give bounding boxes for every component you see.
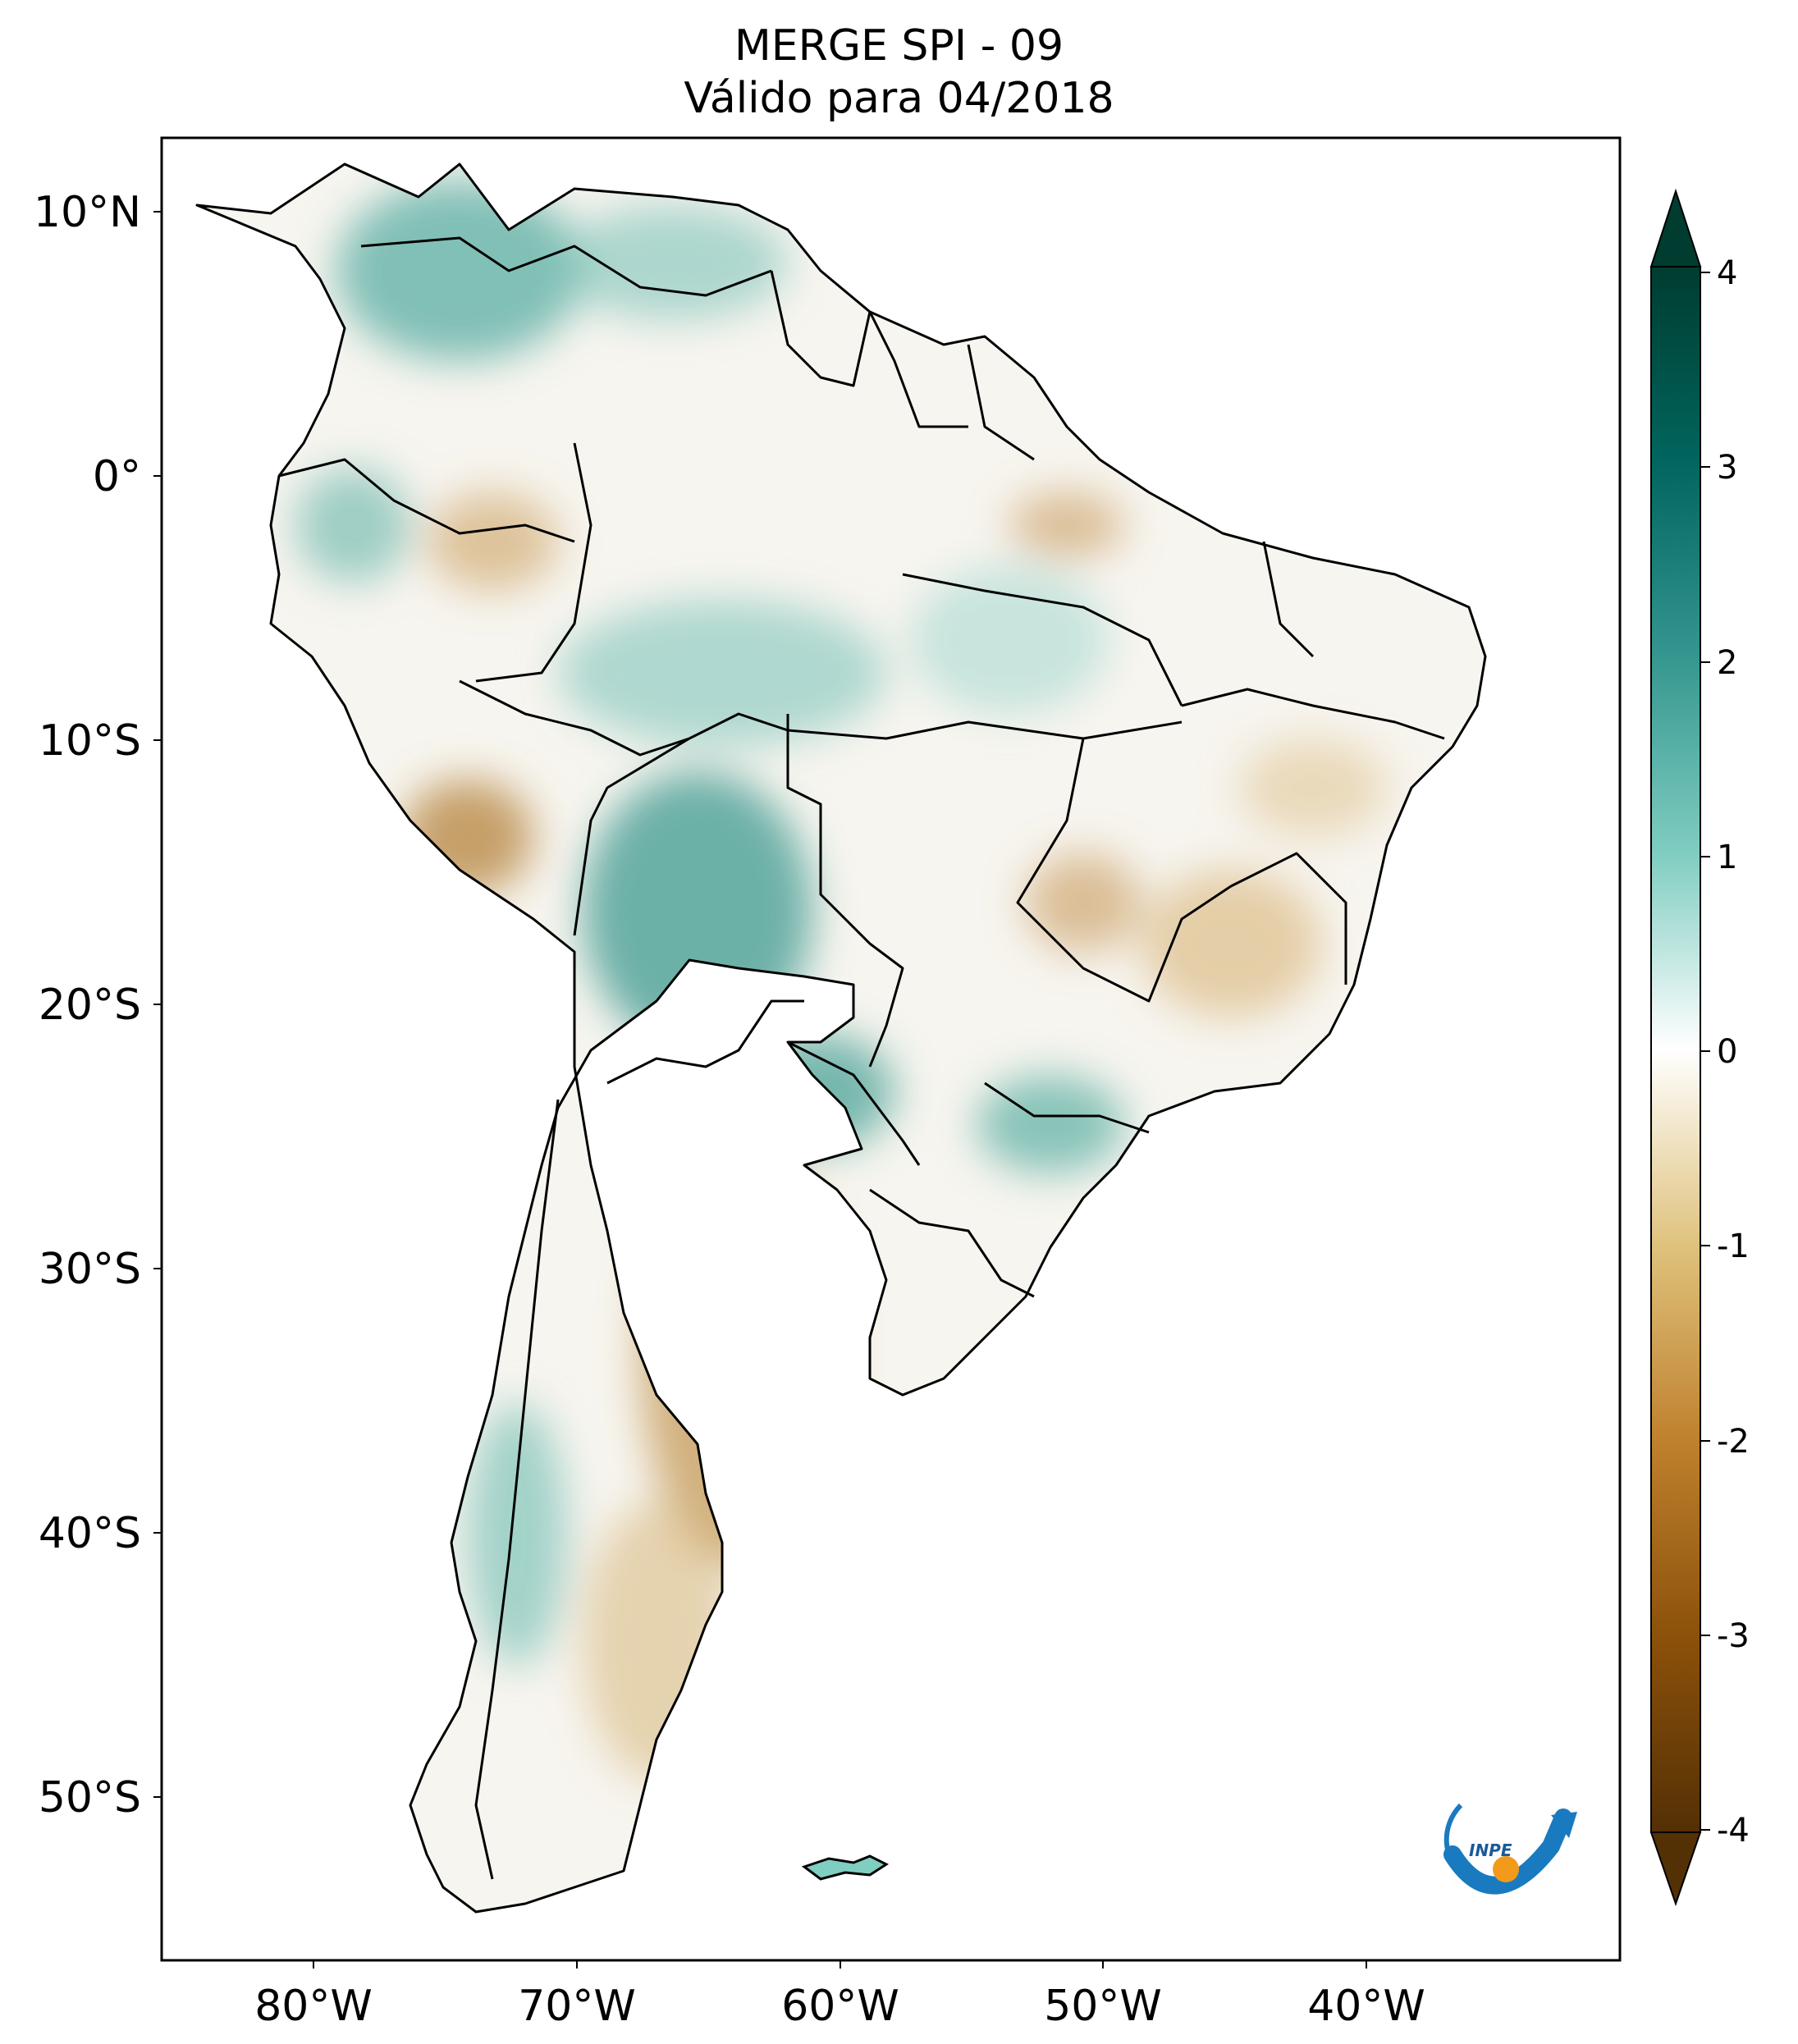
colorbar-label-neg1: -1 xyxy=(1717,1228,1750,1265)
colorbar-label-2: 2 xyxy=(1717,644,1737,682)
colorbar-label-3: 3 xyxy=(1717,449,1737,487)
latitude-axis: 10°N 0° 10°S 20°S 30°S 40°S 50°S xyxy=(34,188,162,1822)
border-colombia-venezuela xyxy=(360,236,772,297)
lat-label-50s: 50°S xyxy=(39,1773,141,1822)
colorbar-label-4: 4 xyxy=(1717,254,1737,292)
brazil-state-borders-minas xyxy=(1230,852,1347,985)
border-colombia-brazil xyxy=(475,442,592,683)
lat-label-40s: 40°S xyxy=(39,1509,141,1558)
dry-anomaly-bahia xyxy=(1239,738,1387,837)
colorbar: 4 3 2 1 0 -1 -2 -3 -4 xyxy=(1649,188,1750,1907)
lon-label-40w: 40°W xyxy=(1307,1982,1425,2031)
plot-area: 10°N 0° 10°S 20°S 30°S 40°S 50°S 80°W 70… xyxy=(34,136,1622,2031)
colorbar-label-neg4: -4 xyxy=(1717,1812,1750,1850)
logo-sun-dot xyxy=(1493,1856,1519,1882)
plot-frame xyxy=(160,136,1622,1962)
dry-anomaly-goias xyxy=(1026,853,1141,952)
border-suriname-guiana xyxy=(967,344,1035,461)
logo-swoosh xyxy=(1443,1809,1572,1895)
border-colombia-ecuador xyxy=(278,458,575,543)
lat-label-10n: 10°N xyxy=(34,188,141,237)
brazil-state-borders-cerrado xyxy=(1016,738,1232,1003)
dry-anomaly-amapa xyxy=(1009,492,1124,558)
border-bolivia-brazil xyxy=(786,714,904,1068)
south-america-coastline xyxy=(195,162,1487,1914)
logo-text: INPE xyxy=(1469,1841,1512,1860)
falkland-islands-outline xyxy=(801,1854,890,1881)
logo-arrow-head xyxy=(1551,1812,1577,1838)
political-boundaries xyxy=(278,236,1445,1880)
dry-anomaly-north-peru xyxy=(427,492,558,591)
colorbar-label-neg2: -2 xyxy=(1717,1423,1750,1461)
longitude-axis: 80°W 70°W 60°W 50°W 40°W xyxy=(254,1960,1425,2031)
colorbar-label-neg3: -3 xyxy=(1717,1617,1750,1655)
wet-anomaly-colombia xyxy=(336,181,583,361)
map-title: MERGE SPI - 09 xyxy=(734,21,1064,71)
colorbar-label-0: 0 xyxy=(1717,1033,1737,1071)
brazil-state-borders-north xyxy=(902,573,1183,706)
wet-anomaly-parana xyxy=(977,1075,1124,1173)
lon-label-70w: 70°W xyxy=(518,1982,636,2031)
colorbar-ticks: 4 3 2 1 0 -1 -2 -3 -4 xyxy=(1700,254,1750,1850)
dry-anomaly-minas xyxy=(1141,870,1321,1017)
map-subtitle: Válido para 04/2018 xyxy=(684,74,1114,123)
wet-anomaly-chile xyxy=(468,1403,566,1666)
wet-anomaly-para xyxy=(911,566,1108,714)
lat-label-equator: 0° xyxy=(93,452,141,501)
brazil-state-borders-maranhao xyxy=(1262,541,1315,658)
brazil-state-borders-south xyxy=(984,1081,1150,1134)
lat-label-10s: 10°S xyxy=(39,716,141,766)
border-paraguay-argentina xyxy=(787,1040,921,1166)
border-chile-argentina xyxy=(474,1099,560,1880)
border-peru-brazil xyxy=(459,679,789,757)
lon-label-50w: 50°W xyxy=(1044,1982,1162,2031)
border-venezuela-guyana xyxy=(770,270,872,387)
border-bolivia-argentina xyxy=(606,999,804,1085)
border-peru-bolivia xyxy=(573,737,690,936)
wet-anomaly-ecuador xyxy=(295,468,410,583)
wet-anomaly-venezuela xyxy=(558,205,788,320)
lat-label-30s: 30°S xyxy=(39,1245,141,1294)
brazil-state-borders-northeast xyxy=(1181,688,1445,740)
wet-anomaly-amazon xyxy=(558,599,886,747)
inpe-logo: INPE xyxy=(1443,1803,1577,1895)
colorbar-body xyxy=(1650,266,1701,1833)
falkland-islands xyxy=(801,1854,890,1881)
lon-label-60w: 60°W xyxy=(781,1982,899,2031)
colorbar-extend-max xyxy=(1649,188,1702,268)
colorbar-extend-min xyxy=(1649,1831,1702,1907)
lat-label-20s: 20°S xyxy=(39,981,141,1030)
lon-label-80w: 80°W xyxy=(254,1982,373,2031)
border-guyana-suriname xyxy=(868,311,968,428)
brazil-state-borders-central xyxy=(787,720,1183,740)
colorbar-label-1: 1 xyxy=(1717,839,1737,876)
border-uruguay xyxy=(869,1188,1035,1298)
